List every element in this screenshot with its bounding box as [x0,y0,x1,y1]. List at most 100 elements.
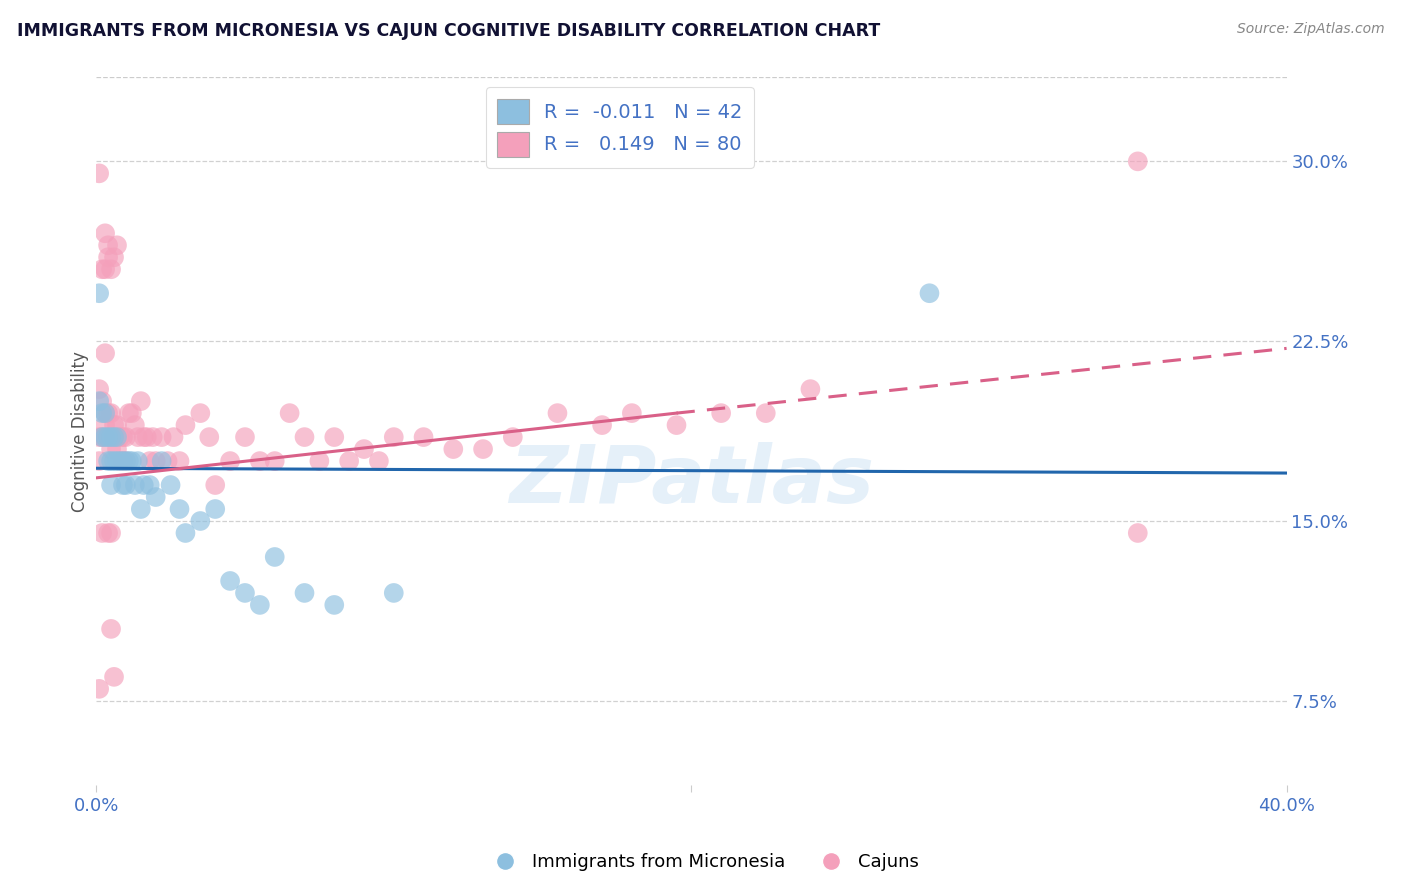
Point [111,454,134,468]
Point [323,430,346,444]
Point [100,406,122,420]
Point [135,430,157,444]
Point [620,406,643,420]
Point [97,250,120,264]
Point [118,406,141,420]
Point [97,430,120,444]
Point [100,622,122,636]
Point [127,430,149,444]
Point [129,394,152,409]
Point [105,238,128,252]
Point [100,478,122,492]
Point [472,442,495,456]
Point [124,418,146,433]
Point [142,430,165,444]
Point [89,394,111,409]
Legend: Immigrants from Micronesia, Cajuns: Immigrants from Micronesia, Cajuns [479,847,927,879]
Y-axis label: Cognitive Disability: Cognitive Disability [72,351,89,511]
Point [233,430,256,444]
Point [108,430,131,444]
Point [108,454,131,468]
Point [94,406,117,420]
Point [412,430,434,444]
Point [89,166,111,180]
Point [174,418,197,433]
Point [198,430,221,444]
Point [97,430,120,444]
Point [115,454,138,468]
Point [91,526,114,541]
Text: Source: ZipAtlas.com: Source: ZipAtlas.com [1237,22,1385,37]
Point [89,430,111,444]
Point [1126,526,1149,541]
Point [115,454,138,468]
Point [97,454,120,468]
Point [94,418,117,433]
Point [100,526,122,541]
Point [294,586,316,600]
Point [118,454,141,468]
Point [94,346,117,360]
Point [249,598,271,612]
Point [100,262,122,277]
Point [263,454,285,468]
Point [91,262,114,277]
Point [156,454,179,468]
Point [111,454,134,468]
Point [103,670,125,684]
Point [799,382,821,396]
Point [105,454,128,468]
Point [918,286,941,301]
Point [150,430,173,444]
Point [159,478,181,492]
Point [103,430,125,444]
Point [121,406,143,420]
Point [441,442,464,456]
Point [91,394,114,409]
Point [204,502,226,516]
Point [111,430,134,444]
Point [145,454,167,468]
Point [105,430,128,444]
Point [169,502,191,516]
Point [204,478,226,492]
Point [127,454,149,468]
Point [105,418,128,433]
Point [111,478,134,492]
Point [591,418,613,433]
Point [249,454,271,468]
Point [132,478,155,492]
Point [89,382,111,396]
Point [233,586,256,600]
Point [323,598,346,612]
Point [121,454,143,468]
Point [100,442,122,456]
Point [382,430,405,444]
Point [105,442,128,456]
Point [139,454,162,468]
Point [145,490,167,504]
Point [755,406,778,420]
Point [91,430,114,444]
Point [103,418,125,433]
Point [94,430,117,444]
Point [665,418,688,433]
Point [367,454,389,468]
Point [502,430,524,444]
Point [353,442,375,456]
Point [139,478,162,492]
Point [103,430,125,444]
Point [546,406,568,420]
Point [115,478,138,492]
Point [94,227,117,241]
Point [132,430,155,444]
Point [94,406,117,420]
Text: ZIPatlas: ZIPatlas [509,442,875,520]
Point [150,454,173,468]
Point [219,574,242,588]
Point [278,406,301,420]
Point [129,502,152,516]
Point [89,681,111,696]
Point [91,406,114,420]
Legend: R =  -0.011   N = 42, R =   0.149   N = 80: R = -0.011 N = 42, R = 0.149 N = 80 [485,87,754,169]
